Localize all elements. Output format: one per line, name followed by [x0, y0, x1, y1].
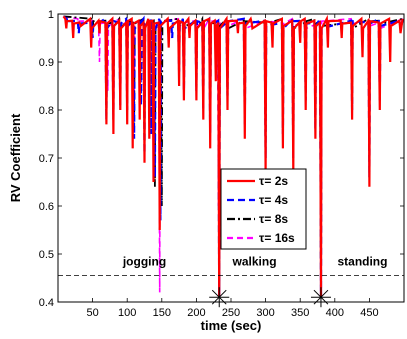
boundary-layer — [209, 287, 331, 308]
legend-box — [220, 168, 307, 250]
legend-entry-1: τ= 2s — [227, 174, 288, 188]
boundary-marker-1 — [209, 287, 230, 308]
x-tick-label: 400 — [326, 307, 344, 319]
legend-label: τ= 16s — [259, 231, 295, 245]
legend-label: τ= 4s — [259, 193, 288, 207]
tick-layer: 50 100 150 200 250 300 350 400 450 0.4 0.5 0.6 0.7 0.… — [39, 9, 404, 319]
x-tick-label: 450 — [360, 307, 378, 319]
y-tick-label: 0.8 — [39, 105, 54, 117]
series-layer — [62, 14, 404, 298]
y-tick-label: 0.5 — [39, 249, 54, 261]
legend-entry-4: τ= 16s — [227, 231, 295, 245]
y-tick-label: 0.6 — [39, 201, 54, 213]
y-axis-title: RV Coefficient — [8, 113, 23, 202]
y-tick-label: 1 — [48, 9, 54, 21]
x-tick-label: 200 — [187, 307, 205, 319]
x-tick-label: 250 — [222, 307, 240, 319]
legend-entry-3: τ= 8s — [227, 212, 288, 226]
y-tick-label: 0.9 — [39, 57, 54, 69]
y-tick-label: 0.4 — [39, 297, 54, 309]
x-tick-label: 100 — [118, 307, 136, 319]
annotation-layer: jogging walking standing — [122, 255, 388, 269]
x-tick-label: 350 — [291, 307, 309, 319]
legend-label: τ= 2s — [259, 174, 288, 188]
y-tick-label: 0.7 — [39, 153, 54, 165]
x-tick-label: 50 — [86, 307, 98, 319]
activity-label-2: walking — [232, 255, 277, 269]
boundary-marker-2 — [310, 287, 331, 308]
activity-label-3: standing — [337, 255, 387, 269]
x-axis-title: time (sec) — [201, 318, 262, 333]
series-line-1 — [62, 14, 404, 298]
legend: τ= 2s τ= 4s τ= 8s τ= 16s — [220, 168, 307, 250]
x-tick-label: 150 — [153, 307, 171, 319]
activity-label-1: jogging — [122, 255, 166, 269]
legend-label: τ= 8s — [259, 212, 288, 226]
x-tick-label: 300 — [256, 307, 274, 319]
legend-entry-2: τ= 4s — [227, 193, 288, 207]
